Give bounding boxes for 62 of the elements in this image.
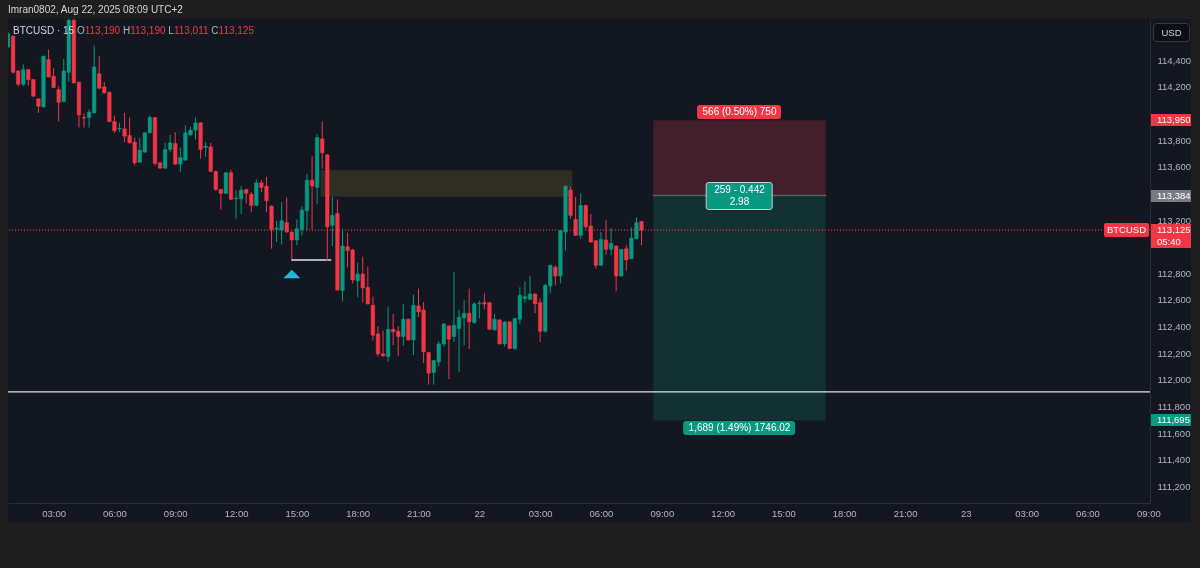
- y-tick-label: 111,400: [1157, 454, 1191, 466]
- candlestick: [355, 262, 360, 298]
- x-tick-label: 03:00: [1015, 507, 1040, 519]
- candlestick: [254, 178, 259, 207]
- x-tick-label: 12:00: [711, 507, 735, 519]
- y-tick-label: 111,695: [1157, 414, 1190, 427]
- x-tick-label: 09:00: [1136, 507, 1161, 519]
- x-tick-label: 21:00: [893, 507, 918, 519]
- candlestick: [330, 196, 335, 247]
- y-tick-label: 114,200: [1157, 81, 1192, 93]
- x-tick-label: 15:00: [772, 507, 796, 519]
- x-tick-label: 06:00: [589, 507, 614, 519]
- candlestick: [401, 303, 406, 347]
- y-tick-label: 112,600: [1157, 294, 1192, 306]
- x-tick-label: 06:00: [103, 507, 127, 519]
- candlestick: [609, 227, 614, 256]
- x-tick-label: 03:00: [42, 507, 66, 519]
- y-tick-label: 111,800: [1157, 400, 1191, 412]
- candlestick: [320, 121, 325, 170]
- x-tick-label: 09:00: [163, 507, 188, 519]
- candlestick: [624, 244, 629, 272]
- annotation: 259 - 0.442 2.98: [706, 181, 773, 210]
- y-axis-title: USD: [1153, 23, 1190, 42]
- candlestick: [467, 288, 472, 350]
- y-tick-label: 113,600: [1157, 161, 1192, 173]
- candlestick: [380, 330, 386, 358]
- chart-title: Imran0802, Aug 22, 2025 08:09 UTC+2: [8, 4, 183, 16]
- x-tick-label: 15:00: [285, 507, 310, 519]
- x-tick-label: 06:00: [1076, 507, 1100, 519]
- candlestick: [502, 320, 507, 348]
- x-tick-label: 23: [961, 507, 972, 519]
- candlestick: [446, 324, 451, 380]
- y-tick-label: 111,600: [1157, 427, 1191, 439]
- x-tick-label: 22: [474, 507, 486, 519]
- text: 05:40: [1157, 236, 1181, 249]
- y-tick-label: 113,384: [1157, 189, 1191, 202]
- x-tick-label: 18:00: [832, 507, 857, 519]
- ref-line-label: BTCUSD: [1103, 223, 1149, 238]
- y-tick-label: 113,200: [1157, 214, 1192, 226]
- y-tick-label: 113,950: [1157, 114, 1191, 127]
- candlestick: [553, 264, 558, 286]
- candlestick: [81, 113, 87, 129]
- y-tick-label: 112,400: [1157, 321, 1192, 333]
- y-tick-label: 114,400: [1157, 54, 1192, 66]
- x-tick-label: 09:00: [650, 507, 675, 519]
- candlestick: [21, 63, 26, 87]
- y-tick-label: 111,200: [1157, 480, 1191, 492]
- candlestick: [173, 131, 178, 166]
- y-tick-label: 112,200: [1157, 347, 1192, 359]
- annotation: 566 (0.50%) 750: [697, 105, 782, 120]
- y-tick-label: 113,125: [1157, 224, 1191, 237]
- x-tick-label: 03:00: [528, 507, 553, 519]
- annotation: 1,689 (1.49%) 1746.02: [683, 421, 796, 436]
- y-tick-label: 113,800: [1157, 134, 1192, 146]
- candlestick: [56, 85, 61, 123]
- candlestick: [497, 318, 502, 346]
- x-tick-label: 12:00: [224, 507, 249, 519]
- y-tick-label: 112,800: [1157, 267, 1192, 279]
- candlestick: [573, 196, 578, 237]
- y-tick-label: 112,000: [1157, 374, 1192, 386]
- x-tick-label: 21:00: [407, 507, 431, 519]
- x-tick-label: 18:00: [346, 507, 371, 519]
